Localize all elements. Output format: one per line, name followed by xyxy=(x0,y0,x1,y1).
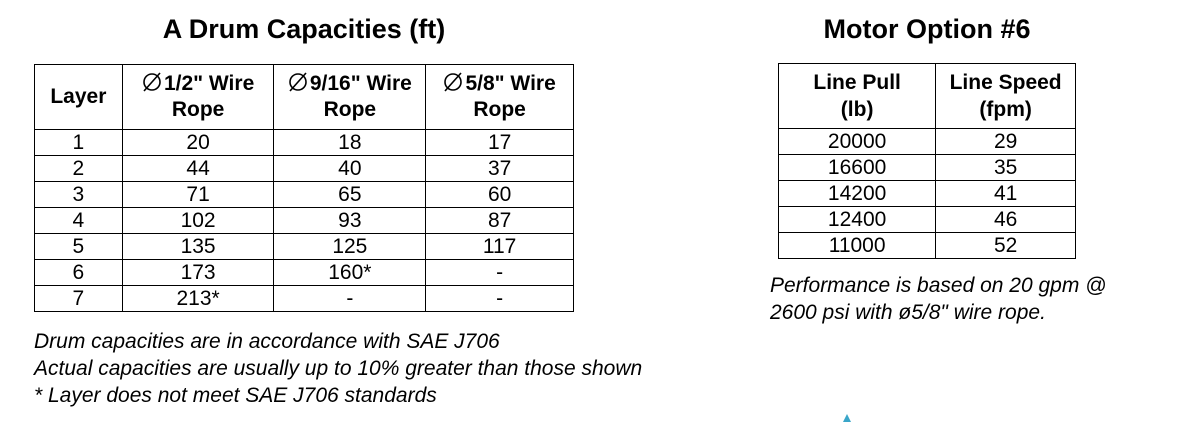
cell-line-speed: 46 xyxy=(935,206,1076,233)
header-line-speed: Line Speed (fpm) xyxy=(935,63,1076,129)
cell-value: - xyxy=(273,285,427,312)
cell-value: 102 xyxy=(121,207,275,234)
header-half-inch-rope: 1/2" Wire Rope xyxy=(121,64,275,130)
cell-value: 17 xyxy=(425,129,574,156)
header-text-line1: Line Pull xyxy=(813,71,901,94)
footnote-line: Drum capacities are in accordance with S… xyxy=(34,330,500,353)
header-layer: Layer xyxy=(34,64,123,130)
cell-layer: 7 xyxy=(34,285,123,312)
cell-line-speed: 41 xyxy=(935,180,1076,207)
cell-value: 117 xyxy=(425,233,574,260)
cell-layer: 2 xyxy=(34,155,123,182)
cell-value: 71 xyxy=(121,181,275,208)
cell-line-speed: 29 xyxy=(935,128,1076,155)
drum-footnotes: Drum capacities are in accordance with S… xyxy=(34,328,642,409)
drum-capacities-title: A Drum Capacities (ft) xyxy=(162,14,446,44)
cell-layer: 3 xyxy=(34,181,123,208)
cell-value: 173 xyxy=(121,259,275,286)
header-text-line1: 5/8" Wire xyxy=(465,72,556,95)
motor-performance-table: Line Pull (lb) Line Speed (fpm) 20000 29 16… xyxy=(777,63,1076,259)
header-text-line1: 9/16" Wire xyxy=(309,72,412,95)
note-line: 2600 psi with ø5/8" wire rope. xyxy=(770,301,1046,324)
header-nine-sixteenths-rope: 9/16" Wire Rope xyxy=(273,64,427,130)
header-text-line2: Rope xyxy=(473,98,526,121)
header-line-pull: Line Pull (lb) xyxy=(777,63,937,129)
table-row: 11000 52 xyxy=(777,232,1076,259)
cell-line-pull: 14200 xyxy=(777,180,937,207)
table-row: 2 44 40 37 xyxy=(34,155,574,182)
header-text-line2: Rope xyxy=(323,98,377,121)
table-row: 3 71 65 60 xyxy=(34,181,574,208)
table-row: 6 173 160* - xyxy=(34,259,574,286)
cell-value: 213* xyxy=(121,285,275,312)
cell-value: - xyxy=(425,259,574,286)
cell-value: 65 xyxy=(273,181,427,208)
drum-capacities-table: Layer 1/2" Wire Rope 9/16" Wire Rope 5/8… xyxy=(34,64,574,312)
note-line: Performance is based on 20 gpm @ xyxy=(770,274,1107,297)
table-row: 12400 46 xyxy=(777,206,1076,233)
footnote-line: Actual capacities are usually up to 10% … xyxy=(34,357,643,380)
teal-mark-icon xyxy=(843,414,851,422)
table-row: 1 20 18 17 xyxy=(34,129,574,156)
table-row: 14200 41 xyxy=(777,180,1076,207)
table-header-row: Line Pull (lb) Line Speed (fpm) xyxy=(777,63,1076,129)
cell-value: 44 xyxy=(121,155,275,182)
cell-line-pull: 20000 xyxy=(777,128,937,155)
cell-value: 37 xyxy=(425,155,574,182)
motor-performance-note: Performance is based on 20 gpm @ 2600 ps… xyxy=(770,272,1107,326)
footnote-line: * Layer does not meet SAE J706 standards xyxy=(34,384,437,407)
cell-line-pull: 12400 xyxy=(777,206,937,233)
table-row: 4 102 93 87 xyxy=(34,207,574,234)
table-row: 7 213* - - xyxy=(34,285,574,312)
cell-value: 135 xyxy=(121,233,275,260)
cell-value: 125 xyxy=(273,233,427,260)
cell-value: 18 xyxy=(273,129,427,156)
cell-layer: 1 xyxy=(34,129,123,156)
motor-option-title: Motor Option #6 xyxy=(823,14,1031,44)
cell-value: 20 xyxy=(121,129,275,156)
cell-layer: 5 xyxy=(34,233,123,260)
header-text-line2: (fpm) xyxy=(979,98,1032,121)
cell-value: 160* xyxy=(273,259,427,286)
cell-layer: 6 xyxy=(34,259,123,286)
cell-line-pull: 16600 xyxy=(777,154,937,181)
cell-value: 60 xyxy=(425,181,574,208)
header-text-line1: 1/2" Wire xyxy=(163,72,255,95)
cell-value: - xyxy=(425,285,574,312)
cell-line-speed: 52 xyxy=(935,232,1076,259)
cell-layer: 4 xyxy=(34,207,123,234)
table-row: 5 135 125 117 xyxy=(34,233,574,260)
cell-line-speed: 35 xyxy=(935,154,1076,181)
header-text-line2: Rope xyxy=(171,98,225,121)
table-header-row: Layer 1/2" Wire Rope 9/16" Wire Rope 5/8… xyxy=(34,64,574,130)
diameter-symbol-icon xyxy=(142,72,162,92)
header-five-eighths-rope: 5/8" Wire Rope xyxy=(425,64,574,130)
cell-value: 87 xyxy=(425,207,574,234)
diameter-symbol-icon xyxy=(288,72,308,92)
table-row: 20000 29 xyxy=(777,128,1076,155)
header-text-line1: Line Speed xyxy=(949,71,1062,94)
cell-line-pull: 11000 xyxy=(777,232,937,259)
table-row: 16600 35 xyxy=(777,154,1076,181)
header-text-line2: (lb) xyxy=(840,98,874,121)
diameter-symbol-icon xyxy=(443,72,463,92)
cell-value: 93 xyxy=(273,207,427,234)
cell-value: 40 xyxy=(273,155,427,182)
